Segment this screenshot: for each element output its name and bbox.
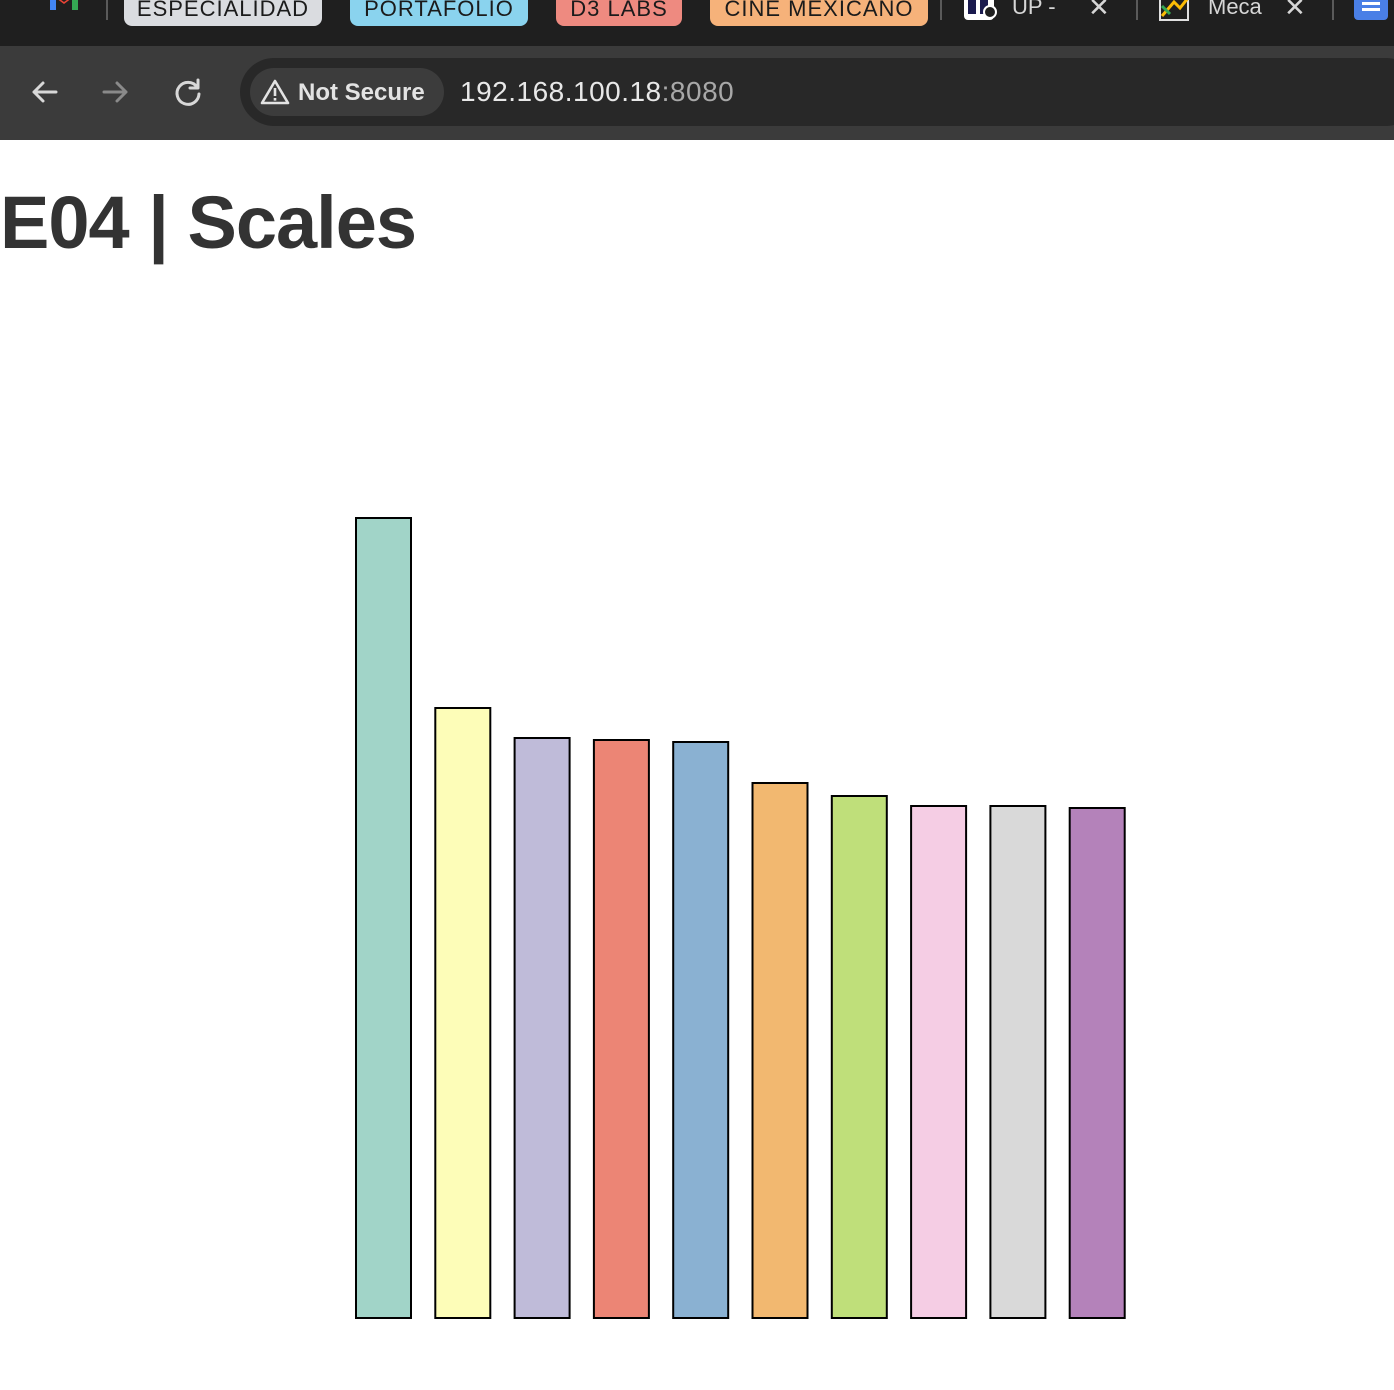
- tab-title: Meca: [1208, 0, 1262, 19]
- tab-separator: [106, 0, 108, 20]
- tab-group-portafolio[interactable]: PORTAFOLIO: [350, 0, 528, 26]
- bar-9: [989, 805, 1047, 1319]
- bar-3: [513, 737, 571, 1319]
- meca-favicon-icon: [1159, 0, 1189, 21]
- tab-title: UP -: [1012, 0, 1056, 19]
- bar-chart: [355, 517, 1126, 1319]
- site-security-chip[interactable]: Not Secure: [250, 68, 444, 116]
- tab-group-especialidad[interactable]: ESPECIALIDAD: [124, 0, 322, 26]
- url-port: :8080: [661, 76, 735, 107]
- tab-meca[interactable]: Meca ✕: [1148, 0, 1328, 30]
- tab-separator: [940, 0, 942, 20]
- bar-8: [910, 805, 968, 1319]
- page-content: E04 | Scales: [0, 140, 1394, 1390]
- bar-7: [830, 795, 888, 1319]
- bar-5: [672, 741, 730, 1319]
- address-bar[interactable]: Not Secure 192.168.100.18:8080: [240, 58, 1394, 126]
- gmail-icon[interactable]: [48, 0, 80, 18]
- docs-icon[interactable]: [1354, 0, 1388, 22]
- back-arrow-icon[interactable]: [26, 74, 62, 110]
- close-icon[interactable]: ✕: [1088, 0, 1110, 22]
- security-label: Not Secure: [298, 79, 425, 106]
- close-icon[interactable]: ✕: [1284, 0, 1306, 22]
- up-favicon-icon: [964, 0, 997, 20]
- url-text[interactable]: 192.168.100.18:8080: [460, 76, 734, 108]
- tab-up[interactable]: UP - ✕: [952, 0, 1132, 30]
- tab-group-cine-mexicano[interactable]: CINE MEXICANO: [710, 0, 928, 26]
- bar-2: [434, 707, 492, 1319]
- bar-10: [1068, 807, 1126, 1319]
- page-title: E04 | Scales: [0, 181, 417, 264]
- browser-toolbar: Not Secure 192.168.100.18:8080: [0, 46, 1394, 186]
- tab-group-d3-labs[interactable]: D3 LABS: [556, 0, 682, 26]
- tab-strip: ESPECIALIDAD PORTAFOLIO D3 LABS CINE MEX…: [0, 0, 1394, 46]
- bar-6: [751, 782, 809, 1319]
- tab-separator: [1136, 0, 1138, 20]
- reload-icon[interactable]: [170, 74, 206, 110]
- forward-arrow-icon[interactable]: [98, 74, 134, 110]
- bar-1: [355, 517, 412, 1319]
- url-host: 192.168.100.18: [460, 76, 662, 107]
- warning-icon: [260, 79, 290, 105]
- bar-4: [592, 739, 650, 1319]
- tab-separator: [1332, 0, 1334, 20]
